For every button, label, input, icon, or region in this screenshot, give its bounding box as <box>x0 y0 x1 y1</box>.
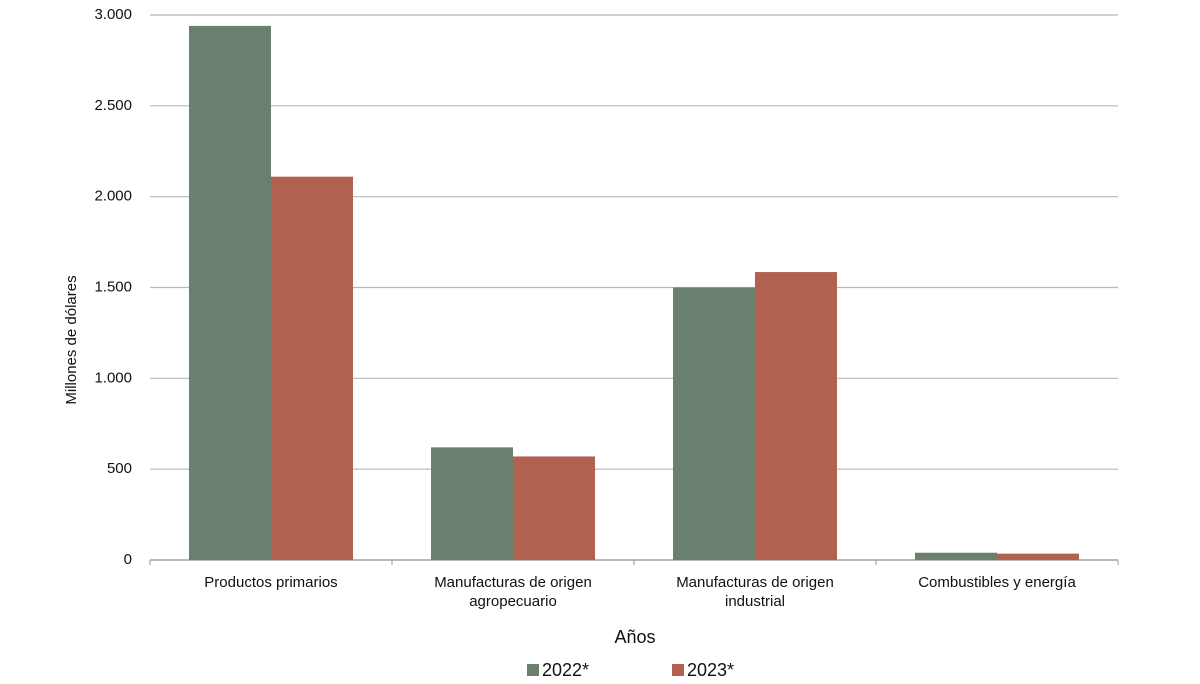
bar <box>189 25 271 560</box>
bar <box>997 553 1079 560</box>
bar <box>673 287 755 560</box>
y-tick-label: 1.000 <box>94 369 132 386</box>
y-tick-label: 3.000 <box>94 6 132 23</box>
y-tick-label: 0 <box>124 551 132 568</box>
bar <box>431 447 513 560</box>
x-tick-label: Manufacturas de origen agropecuario <box>434 574 592 610</box>
bar <box>915 552 997 560</box>
legend-label: 2022* <box>542 660 589 680</box>
y-tick-label: 500 <box>107 460 132 477</box>
x-axis-title: Años <box>614 627 655 647</box>
legend-swatch <box>527 664 539 676</box>
x-tick-label: Manufacturas de origen industrial <box>676 574 834 610</box>
legend-label: 2023* <box>687 660 734 680</box>
y-axis-title: Millones de dólares <box>63 275 80 404</box>
y-tick-label: 1.500 <box>94 278 132 295</box>
x-tick-label: Productos primarios <box>204 574 338 591</box>
legend-swatch <box>672 664 684 676</box>
bar <box>755 272 837 560</box>
bar <box>271 176 353 560</box>
bar <box>513 456 595 560</box>
x-tick-label: Combustibles y energía <box>918 574 1076 591</box>
y-tick-label: 2.000 <box>94 188 132 205</box>
y-tick-label: 2.500 <box>94 97 132 114</box>
